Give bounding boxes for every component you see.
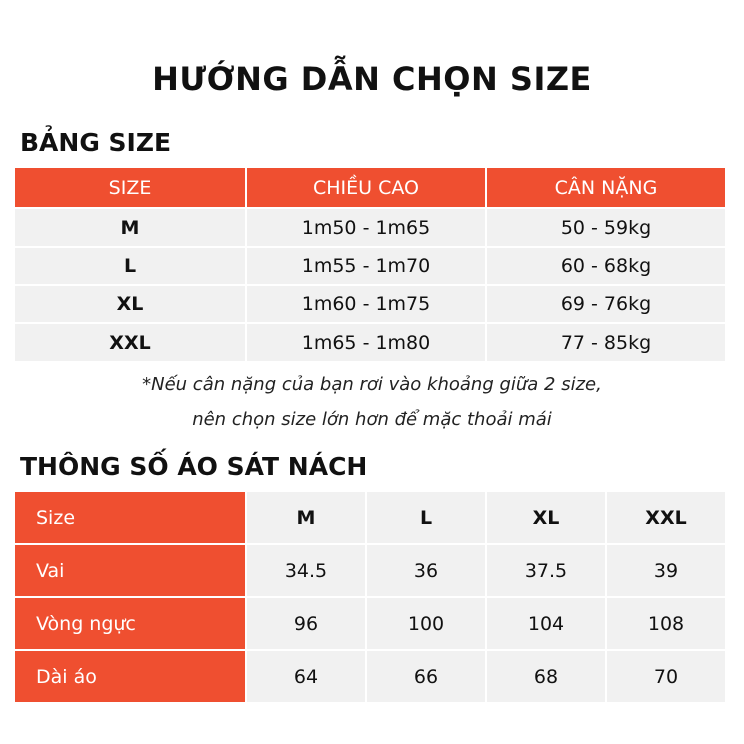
table-cell: M (247, 492, 365, 543)
spec-table-heading: THÔNG SỐ ÁO SÁT NÁCH (20, 452, 368, 481)
size-table-heading: BẢNG SIZE (20, 128, 172, 157)
header-cell: CÂN NẶNG (487, 168, 725, 207)
row-label: Vai (15, 545, 245, 596)
table-cell: L (15, 248, 245, 284)
row-label: Size (15, 492, 245, 543)
table-cell: 1m55 - 1m70 (247, 248, 485, 284)
table-cell: 36 (367, 545, 485, 596)
table-cell: L (367, 492, 485, 543)
table-cell: 100 (367, 598, 485, 649)
table-cell: 96 (247, 598, 365, 649)
header-cell: CHIỀU CAO (247, 168, 485, 207)
table-cell: 60 - 68kg (487, 248, 725, 284)
table-cell: 70 (607, 651, 725, 702)
table-cell: 37.5 (487, 545, 605, 596)
table-cell: M (15, 209, 245, 246)
table-cell: 69 - 76kg (487, 286, 725, 322)
table-cell: XXL (607, 492, 725, 543)
table-cell: 34.5 (247, 545, 365, 596)
table-cell: 104 (487, 598, 605, 649)
table-cell: 1m65 - 1m80 (247, 324, 485, 361)
row-label: Vòng ngực (15, 598, 245, 649)
table-cell: XL (487, 492, 605, 543)
table-cell: 64 (247, 651, 365, 702)
table-cell: XL (15, 286, 245, 322)
note-line-2: nên chọn size lớn hơn để mặc thoải mái (192, 409, 552, 430)
table-cell: 68 (487, 651, 605, 702)
table-cell: 108 (607, 598, 725, 649)
table-cell: XXL (15, 324, 245, 361)
header-cell: SIZE (15, 168, 245, 207)
table-cell: 77 - 85kg (487, 324, 725, 361)
page-title: HƯỚNG DẪN CHỌN SIZE (152, 60, 592, 98)
spec-table: Size M L XL XXL Vai 34.5 36 37.5 39 Vòng ngực 96 100… (15, 492, 725, 702)
table-cell: 66 (367, 651, 485, 702)
note-line-1: *Nếu cân nặng của bạn rơi vào khoảng giữ… (142, 374, 602, 395)
table-cell: 50 - 59kg (487, 209, 725, 246)
size-table: SIZE CHIỀU CAO CÂN NẶNG M 1m50 - 1m65 50 - 59… (15, 168, 725, 361)
table-cell: 1m60 - 1m75 (247, 286, 485, 322)
table-cell: 1m50 - 1m65 (247, 209, 485, 246)
table-cell: 39 (607, 545, 725, 596)
row-label: Dài áo (15, 651, 245, 702)
